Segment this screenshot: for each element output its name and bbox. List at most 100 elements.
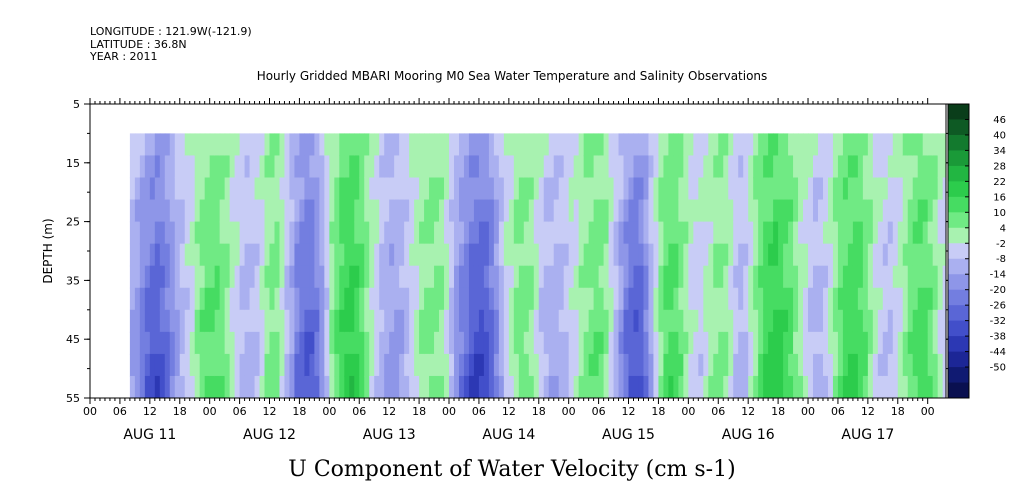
heatmap-cell [264, 309, 271, 333]
heatmap-cell [668, 221, 674, 245]
heatmap-cell [488, 331, 495, 355]
heatmap-cell [229, 133, 236, 157]
heatmap-cell [563, 177, 570, 201]
heatmap-cell [384, 265, 390, 289]
heatmap-cell [922, 243, 929, 267]
heatmap-cell [758, 265, 764, 289]
y-tick-label: 35 [66, 274, 80, 287]
heatmap-cell [568, 375, 575, 398]
heatmap-cell [892, 265, 899, 289]
heatmap-cell [748, 309, 754, 333]
heatmap-cell [304, 199, 310, 223]
heatmap-cell [643, 353, 650, 377]
heatmap-cell [274, 353, 281, 377]
heatmap-cell [279, 177, 286, 201]
heatmap-cell [289, 243, 296, 267]
heatmap-cell [817, 265, 824, 289]
colorbar-level-label: 16 [993, 192, 1006, 203]
heatmap-cell [468, 331, 475, 355]
heatmap-cell [588, 243, 595, 267]
heatmap-cell [758, 221, 764, 245]
heatmap-cell [483, 177, 490, 201]
heatmap-cell [788, 177, 794, 201]
heatmap-cell [424, 155, 430, 179]
heatmap-cell [179, 265, 186, 289]
heatmap-cell [643, 309, 650, 333]
heatmap-cell [892, 199, 899, 223]
heatmap-cell [503, 243, 510, 267]
heatmap-cell [563, 265, 570, 289]
heatmap-cell [244, 155, 251, 179]
heatmap-cell [473, 177, 480, 201]
heatmap-cell [758, 287, 764, 311]
heatmap-cell [199, 331, 206, 355]
heatmap-cell [284, 265, 291, 289]
heatmap-cell [673, 243, 679, 267]
heatmap-cell [887, 287, 894, 311]
heatmap-cell [653, 375, 660, 398]
heatmap-cell [498, 243, 505, 267]
heatmap-cell [973, 200, 979, 223]
heatmap-cell [538, 309, 545, 333]
heatmap-cell [478, 375, 485, 398]
heatmap-cell [294, 133, 301, 157]
heatmap-cell [314, 309, 320, 333]
heatmap-cell [718, 133, 724, 157]
heatmap-cell [793, 375, 799, 398]
heatmap-cell [319, 287, 325, 311]
heatmap-cell [419, 309, 425, 333]
heatmap-cell [434, 155, 440, 179]
heatmap-cell [548, 133, 555, 157]
heatmap-cell [334, 309, 340, 333]
colorbar-swatch [948, 274, 969, 291]
heatmap-cell [758, 199, 764, 223]
heatmap-cell [449, 309, 455, 333]
heatmap-cell [354, 265, 360, 289]
heatmap-cell [164, 265, 171, 289]
heatmap-cell [693, 309, 699, 333]
heatmap-cell [219, 155, 226, 179]
heatmap-cell [184, 243, 191, 267]
heatmap-cell [598, 177, 605, 201]
heatmap-cell [758, 243, 764, 267]
heatmap-cell [214, 309, 221, 333]
heatmap-cell [683, 155, 689, 179]
heatmap-cell [553, 331, 560, 355]
heatmap-cell [842, 331, 849, 355]
heatmap-cell [488, 287, 495, 311]
heatmap-cell [508, 309, 515, 333]
heatmap-cell [194, 133, 201, 157]
heatmap-cell [284, 221, 291, 245]
heatmap-cell [229, 221, 236, 245]
heatmap-cell [209, 177, 216, 201]
heatmap-cell [154, 375, 161, 398]
heatmap-cell [339, 133, 345, 157]
heatmap-cell [444, 243, 450, 267]
heatmap-cell [518, 155, 525, 179]
heatmap-cell [184, 375, 191, 398]
heatmap-cell [663, 309, 670, 333]
heatmap-cell [419, 177, 425, 201]
heatmap-cell [254, 375, 261, 398]
heatmap-cell [424, 221, 430, 245]
heatmap-cell [533, 155, 540, 179]
heatmap-cell [384, 155, 390, 179]
heatmap-cell [578, 375, 585, 398]
heatmap-cell [912, 243, 919, 267]
heatmap-cell [424, 375, 430, 398]
heatmap-cell [369, 265, 375, 289]
heatmap-cell [463, 309, 470, 333]
heatmap-cell [917, 287, 924, 311]
heatmap-cell [872, 265, 879, 289]
heatmap-cell [508, 243, 515, 267]
heatmap-cell [738, 133, 744, 157]
heatmap-cell [463, 243, 470, 267]
heatmap-cell [618, 243, 625, 267]
heatmap-cell [319, 243, 325, 267]
heatmap-cell [932, 287, 939, 311]
heatmap-cell [134, 265, 141, 289]
heatmap-cell [159, 243, 166, 267]
heatmap-cell [927, 375, 934, 398]
x-hour-label: 00 [442, 405, 456, 418]
heatmap-cell [718, 331, 724, 355]
